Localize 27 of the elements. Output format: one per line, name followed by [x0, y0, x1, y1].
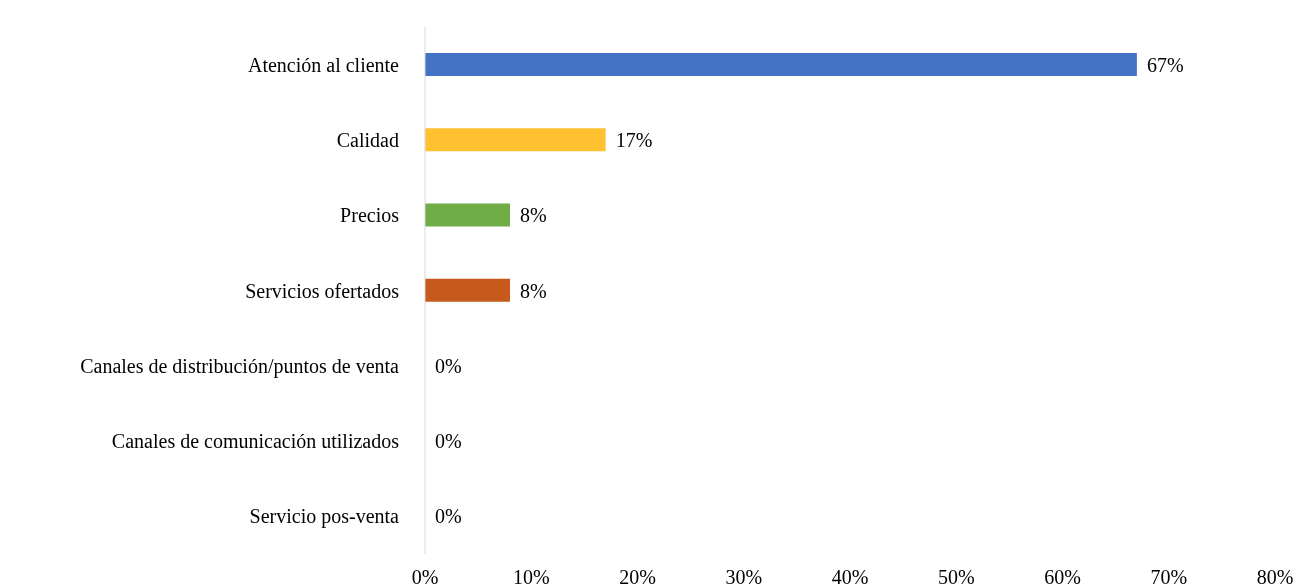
- x-tick-label: 30%: [725, 566, 763, 588]
- x-tick-label: 60%: [1044, 566, 1081, 588]
- data-label: 0%: [435, 430, 462, 453]
- bar: [425, 128, 606, 152]
- y-tick-label: Atención al cliente: [247, 53, 400, 76]
- x-tick-label: 40%: [831, 566, 869, 588]
- y-tick-label: Servicio pos-venta: [249, 505, 400, 529]
- data-label: 8%: [520, 204, 547, 227]
- y-tick-label: Servicios ofertados: [245, 279, 400, 302]
- x-tick-label: 20%: [619, 566, 656, 588]
- bar: [425, 278, 510, 302]
- y-tick-label: Calidad: [336, 129, 399, 152]
- x-tick-label: 10%: [512, 566, 550, 588]
- x-tick-label: 70%: [1150, 566, 1188, 588]
- y-tick-label: Canales de distribución/puntos de venta: [80, 354, 400, 378]
- data-label: 67%: [1146, 53, 1184, 76]
- x-tick-label: 50%: [937, 566, 975, 588]
- data-label: 0%: [435, 354, 462, 377]
- x-tick-label: 80%: [1256, 566, 1294, 588]
- bar: [425, 203, 510, 227]
- y-tick-label: Precios: [340, 204, 400, 227]
- data-label: 8%: [520, 279, 547, 302]
- data-label: 17%: [615, 128, 653, 151]
- data-label: 0%: [435, 505, 462, 528]
- bar: [425, 53, 1137, 76]
- x-tick-label: 0%: [411, 566, 439, 588]
- y-tick-label: Canales de comunicación utilizados: [111, 430, 400, 453]
